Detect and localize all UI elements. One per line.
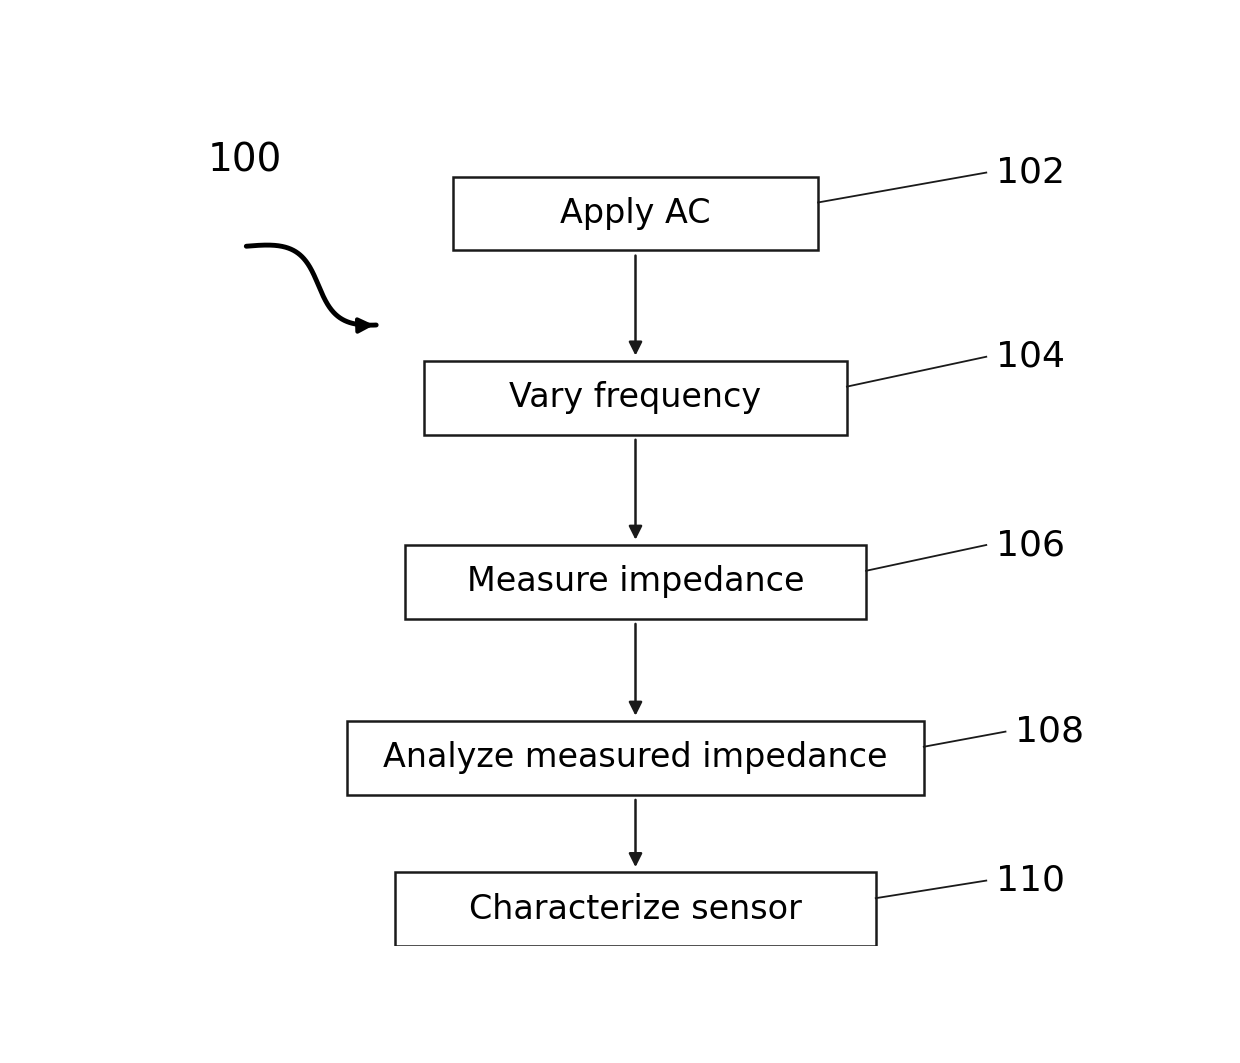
Bar xyxy=(453,176,818,250)
Text: 104: 104 xyxy=(996,340,1065,374)
Text: Characterize sensor: Characterize sensor xyxy=(469,893,802,926)
Bar xyxy=(424,360,847,435)
Text: Measure impedance: Measure impedance xyxy=(466,566,805,598)
Bar xyxy=(347,721,924,795)
Text: 106: 106 xyxy=(996,528,1065,562)
Text: Vary frequency: Vary frequency xyxy=(510,382,761,415)
Text: 102: 102 xyxy=(996,155,1065,189)
Text: 110: 110 xyxy=(996,863,1065,897)
Text: Apply AC: Apply AC xyxy=(560,197,711,230)
Bar xyxy=(396,873,875,946)
Text: 108: 108 xyxy=(1016,714,1084,748)
Text: Analyze measured impedance: Analyze measured impedance xyxy=(383,741,888,774)
Text: 100: 100 xyxy=(208,141,283,180)
Bar xyxy=(404,545,866,619)
